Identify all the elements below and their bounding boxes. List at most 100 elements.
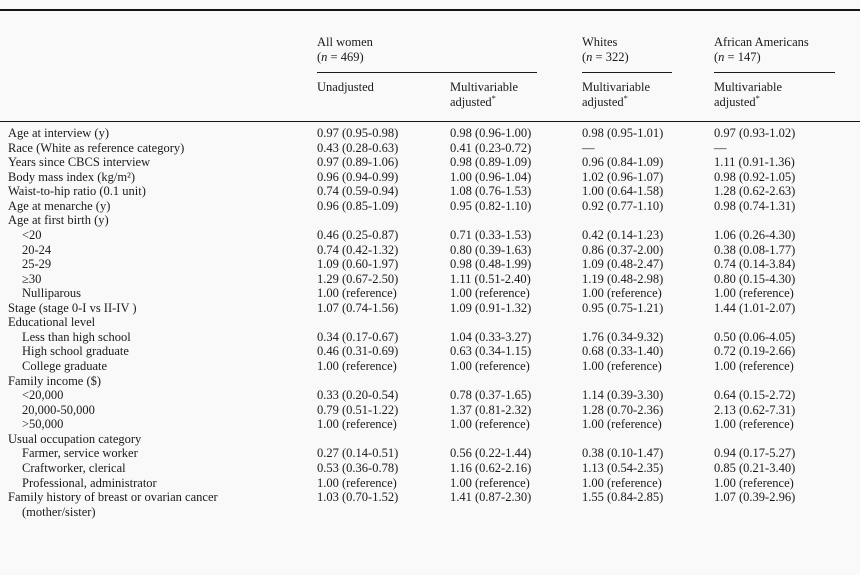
cell-value: 1.00 (reference) [317, 417, 397, 432]
cell-value: 0.98 (0.92-1.05) [714, 169, 796, 184]
table-row: Age at first birth (y) [0, 213, 860, 228]
table-row: Waist-to-hip ratio (0.1 unit) 0.74 (0.59-… [0, 184, 860, 199]
row-label: Race (White as reference category) [8, 140, 185, 155]
cell-value: 0.98 (0.74-1.31) [714, 198, 796, 213]
cell-value [450, 432, 582, 447]
cell-value: 1.07 (0.39-2.96) [714, 490, 796, 505]
cell-value: 0.53 (0.36-0.78) [317, 460, 399, 475]
cell-value: 1.00 (reference) [582, 417, 662, 432]
row-label: Stage (stage 0-I vs II-IV ) [8, 300, 137, 315]
cell-value: 0.98 (0.89-1.09) [450, 155, 532, 170]
row-label: 20-24 [22, 242, 52, 257]
cell-value [317, 374, 450, 389]
row-label: Waist-to-hip ratio (0.1 unit) [8, 184, 146, 199]
cell-value: 1.13 (0.54-2.35) [582, 460, 664, 475]
table-row: Family income ($) [0, 374, 860, 389]
cell-value: 1.29 (0.67-2.50) [317, 271, 399, 286]
row-label: High school graduate [22, 344, 129, 359]
row-label-continued: (mother/sister) [22, 504, 96, 519]
cell-value [317, 432, 450, 447]
cell-value: 1.00 (reference) [317, 286, 397, 301]
row-label: Family history of breast or ovarian canc… [0, 490, 317, 519]
cell-value [450, 213, 582, 228]
cell-value: 0.92 (0.77-1.10) [582, 198, 664, 213]
cell-value: 0.85 (0.21-3.40) [714, 460, 796, 475]
table-row: Years since CBCS interview 0.97 (0.89-1.0… [0, 155, 860, 170]
column-group-row: All women (n = 469) Whites (n = 322) Afr… [0, 10, 860, 73]
cell-value [317, 213, 450, 228]
table-body: Age at interview (y) 0.97 (0.95-0.98) 0.98… [0, 122, 860, 520]
cell-value [714, 432, 860, 447]
row-label: Craftworker, clerical [22, 460, 126, 475]
row-label: Years since CBCS interview [8, 155, 151, 170]
cell-value: 0.98 (0.95-1.01) [582, 126, 664, 140]
cell-value: 1.55 (0.84-2.85) [582, 490, 664, 505]
cell-value: 1.28 (0.62-2.63) [714, 184, 796, 199]
cell-value: 0.33 (0.20-0.54) [317, 388, 399, 403]
cell-value: 0.74 (0.42-1.32) [317, 242, 399, 257]
row-label: >50,000 [22, 417, 64, 432]
cell-value: 0.98 (0.96-1.00) [450, 126, 532, 140]
cell-value [450, 315, 582, 330]
group-n-count: (n = 469) [317, 50, 364, 64]
column-group-whites: Whites (n = 322) [582, 10, 714, 73]
cell-value [317, 315, 450, 330]
cell-value: 0.80 (0.39-1.63) [450, 242, 532, 257]
footnote-asterisk: * [755, 92, 760, 103]
cell-value: 1.09 (0.48-2.47) [582, 257, 664, 272]
row-label: Family income ($) [8, 373, 102, 388]
cell-value: 1.00 (reference) [582, 359, 662, 373]
cell-value: 1.00 (reference) [714, 417, 794, 432]
paper-table-sheet: All women (n = 469) Whites (n = 322) Afr… [0, 9, 860, 519]
table-row: 20,000-50,000 0.79 (0.51-1.22) 1.37 (0.81-… [0, 403, 860, 418]
cell-value: 0.86 (0.37-2.00) [582, 242, 664, 257]
table-row: Less than high school 0.34 (0.17-0.67) 1.0… [0, 330, 860, 345]
cell-value: 1.16 (0.62-2.16) [450, 460, 532, 475]
cell-value: 0.97 (0.95-0.98) [317, 126, 399, 140]
table-row: Stage (stage 0-I vs II-IV ) 1.07 (0.74-1.… [0, 301, 860, 316]
cell-value: 1.00 (reference) [714, 359, 794, 373]
row-label: ≥30 [22, 271, 42, 286]
cell-value: 0.56 (0.22-1.44) [450, 446, 532, 461]
cell-value: 1.07 (0.74-1.56) [317, 300, 399, 315]
cell-value [714, 213, 860, 228]
cell-value [582, 374, 714, 389]
cell-value: 1.02 (0.96-1.07) [582, 169, 664, 184]
row-label: College graduate [22, 359, 108, 373]
results-table: All women (n = 469) Whites (n = 322) Afr… [0, 9, 860, 519]
table-header: All women (n = 469) Whites (n = 322) Afr… [0, 10, 860, 122]
cell-value: — [582, 140, 595, 155]
group-title: Whites [582, 35, 618, 49]
row-label: Age at menarche (y) [8, 198, 111, 213]
row-label: <20 [22, 227, 42, 242]
row-label: 20,000-50,000 [22, 402, 95, 417]
row-label: Less than high school [22, 329, 131, 344]
cell-value: 1.00 (reference) [450, 286, 530, 301]
row-label: Usual occupation category [8, 431, 142, 446]
cell-value: 0.74 (0.14-3.84) [714, 257, 796, 272]
cell-value: 0.64 (0.15-2.72) [714, 388, 796, 403]
row-label: Age at first birth (y) [8, 213, 109, 228]
cell-value: 0.42 (0.14-1.23) [582, 227, 664, 242]
cell-value: 1.04 (0.33-3.27) [450, 329, 532, 344]
row-label: Professional, administrator [22, 475, 157, 490]
cell-value: 0.46 (0.31-0.69) [317, 344, 399, 359]
cell-value: 0.34 (0.17-0.67) [317, 329, 399, 344]
cell-value: 1.76 (0.34-9.32) [582, 329, 664, 344]
table-row: Farmer, service worker 0.27 (0.14-0.51) 0.… [0, 446, 860, 461]
cell-value: 0.95 (0.82-1.10) [450, 198, 532, 213]
cell-value: 1.00 (reference) [317, 359, 397, 373]
cell-value: 1.08 (0.76-1.53) [450, 184, 532, 199]
cell-value [582, 213, 714, 228]
cell-value: 0.94 (0.17-5.27) [714, 446, 796, 461]
label-column-spacer [0, 73, 317, 122]
subheader-row: Unadjusted Multivariable adjusted* Multi… [0, 73, 860, 122]
cell-value: 1.00 (reference) [714, 475, 794, 490]
cell-value: — [714, 140, 727, 155]
cell-value [582, 432, 714, 447]
table-row: Usual occupation category [0, 432, 860, 447]
row-label: 25-29 [22, 257, 52, 272]
cell-value: 1.00 (reference) [450, 417, 530, 432]
table-row: 25-29 1.09 (0.60-1.97) 0.98 (0.48-1.99) 1.0… [0, 257, 860, 272]
subheader-unadjusted: Unadjusted [317, 73, 450, 122]
